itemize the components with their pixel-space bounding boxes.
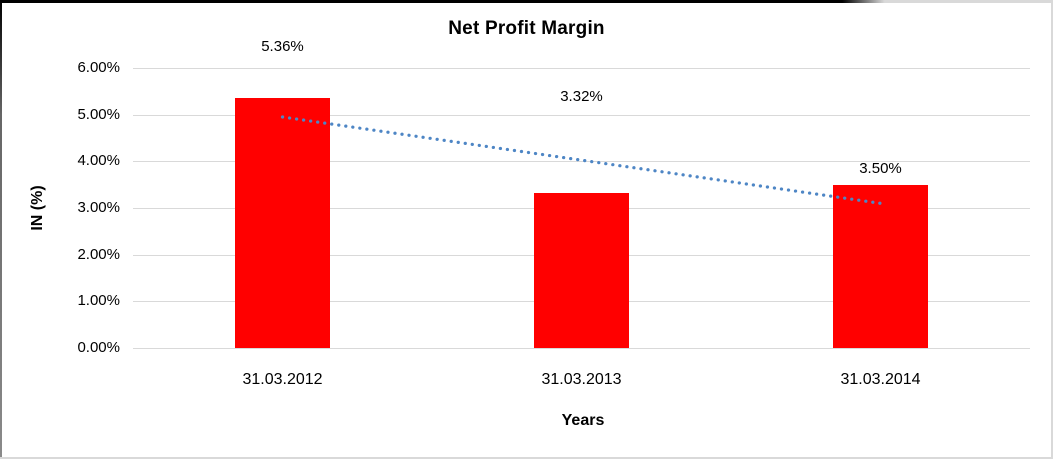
frame-border-bottom — [0, 457, 1053, 459]
bar-31.03.2012 — [235, 97, 330, 348]
bar-31.03.2014 — [833, 184, 928, 348]
gridline — [133, 68, 1030, 69]
y-tick-label: 6.00% — [77, 59, 120, 76]
x-tick-label: 31.03.2014 — [840, 371, 921, 388]
chart-title: Net Profit Margin — [448, 18, 605, 39]
y-tick-label: 5.00% — [77, 105, 120, 123]
data-label: 3.50% — [859, 159, 902, 177]
y-tick-label: 4.00% — [77, 152, 120, 170]
gridline — [133, 348, 1030, 349]
frame-border-left — [0, 0, 2, 459]
x-axis-title: Years — [561, 412, 605, 429]
bar-31.03.2013 — [534, 193, 629, 348]
x-tick-label: 31.03.2012 — [242, 371, 323, 388]
y-tick-label: 3.00% — [77, 199, 120, 216]
frame-border-right — [1051, 0, 1053, 459]
y-tick-label: 1.00% — [77, 292, 120, 310]
frame-border-top — [0, 0, 1053, 3]
x-tick-label: 31.03.2013 — [541, 371, 622, 388]
data-label: 5.36% — [261, 37, 304, 55]
y-tick-label: 2.00% — [77, 245, 120, 263]
y-tick-label: 0.00% — [77, 339, 120, 356]
data-label: 3.32% — [560, 88, 603, 106]
